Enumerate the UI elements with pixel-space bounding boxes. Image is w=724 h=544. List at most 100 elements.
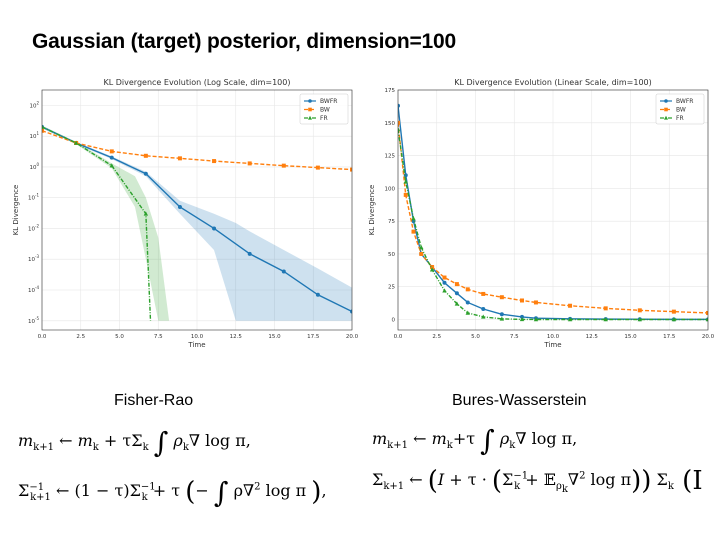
kl-log-chart: KL Divergence Evolution (Log Scale, dim=…	[8, 74, 358, 354]
data-point	[481, 314, 486, 319]
x-tick-label: 10.0	[547, 334, 560, 340]
plot-frame	[41, 89, 353, 331]
series-line-bwfr	[42, 126, 352, 313]
data-point	[411, 229, 416, 234]
x-tick-label: 20.0	[702, 334, 714, 340]
legend-marker	[308, 115, 312, 120]
legend-marker	[308, 99, 312, 103]
data-point	[454, 282, 459, 287]
y-tick-label: 125	[385, 154, 396, 160]
data-point	[533, 317, 539, 322]
data-point	[520, 314, 524, 319]
data-point	[454, 301, 460, 306]
data-point	[73, 140, 79, 145]
legend-marker	[664, 99, 668, 103]
data-point	[315, 292, 320, 297]
y-tick-label: 10-4	[28, 285, 39, 294]
legend-label: BW	[676, 107, 686, 114]
y-tick-label: 100	[385, 186, 396, 192]
data-point	[465, 310, 470, 315]
data-point	[398, 103, 400, 108]
plot-area	[398, 103, 708, 322]
data-point	[481, 307, 486, 312]
data-point	[442, 275, 447, 280]
confidence-band-bwfr	[42, 125, 352, 321]
plot-area	[42, 124, 352, 321]
legend-marker	[308, 107, 312, 112]
legend-marker	[664, 107, 668, 112]
y-tick-label: 10-1	[28, 193, 39, 202]
data-point	[637, 317, 642, 322]
y-axis-label: KL Divergence	[368, 185, 376, 236]
x-tick-label: 17.5	[663, 334, 676, 340]
data-point	[481, 291, 486, 296]
x-tick-label: 5.0	[115, 334, 124, 340]
x-tick-label: 12.5	[230, 334, 243, 340]
data-point	[109, 155, 114, 160]
bures-wasserstein-covariance-update: Σk+1 ← (I + τ · (Σ−1k + 𝔼ρk∇2 log π)) Σk…	[372, 466, 703, 496]
data-point	[442, 288, 447, 293]
data-point	[109, 163, 114, 168]
data-point	[671, 309, 676, 314]
kl-linear-chart: KL Divergence Evolution (Linear Scale, d…	[364, 74, 714, 354]
data-point	[143, 153, 148, 158]
data-point	[177, 156, 182, 161]
data-point	[42, 128, 44, 133]
legend-label: BWFR	[676, 98, 693, 105]
x-tick-label: 10.0	[191, 334, 204, 340]
data-point	[442, 280, 447, 285]
bures-wasserstein-mean-update: mk+1 ← mk+τ ∫ ρk∇ log π,	[372, 424, 578, 457]
y-tick-label: 50	[388, 252, 395, 258]
fisher-rao-covariance-update: Σ−1k+1 ← (1 − τ)Σ−1k + τ (− ∫ ρ∇2 log π …	[18, 476, 327, 509]
y-tick-label: 10-3	[28, 254, 39, 263]
data-point	[430, 265, 435, 270]
data-point	[109, 149, 114, 154]
data-point	[403, 173, 408, 178]
y-axis-label: KL Divergence	[12, 185, 20, 236]
legend-marker	[664, 115, 668, 120]
data-point	[247, 161, 252, 166]
x-tick-label: 0.0	[38, 334, 47, 340]
y-tick-label: 175	[385, 88, 396, 94]
data-point	[603, 306, 608, 311]
data-point	[419, 244, 424, 250]
data-point	[465, 300, 470, 305]
data-point	[315, 165, 320, 170]
fisher-rao-title: Fisher-Rao	[114, 392, 194, 409]
data-point	[403, 192, 408, 197]
data-point	[403, 179, 408, 184]
data-point	[212, 226, 217, 231]
legend-label: FR	[320, 115, 328, 122]
data-point	[454, 291, 459, 296]
data-point	[671, 317, 677, 322]
data-point	[603, 317, 608, 322]
data-point	[499, 295, 504, 300]
y-tick-label: 100	[29, 162, 39, 171]
data-point	[567, 317, 573, 322]
data-point	[519, 316, 525, 322]
y-tick-label: 75	[388, 219, 395, 225]
y-tick-label: 25	[388, 285, 395, 291]
data-point	[411, 216, 416, 221]
x-tick-label: 17.5	[307, 334, 320, 340]
y-tick-label: 0	[392, 318, 396, 324]
plot-frame	[397, 89, 709, 331]
legend-label: BWFR	[320, 98, 337, 105]
data-point	[499, 316, 505, 321]
data-point	[143, 211, 149, 216]
data-point	[398, 120, 400, 125]
data-point	[568, 303, 573, 308]
data-point	[706, 310, 708, 315]
x-tick-label: 2.5	[76, 334, 85, 340]
fisher-rao-mean-update: mk+1 ← mk + τΣk ∫ ρk∇ log π,	[18, 426, 251, 459]
x-tick-label: 20.0	[346, 334, 358, 340]
x-axis-label: Time	[187, 341, 205, 349]
data-point	[499, 312, 504, 317]
data-point	[247, 251, 252, 256]
series-line-bw	[398, 122, 708, 314]
x-tick-label: 15.0	[624, 334, 637, 340]
y-tick-label: 102	[29, 100, 39, 109]
legend-label: BW	[320, 107, 330, 114]
x-axis-label: Time	[543, 341, 561, 349]
x-tick-label: 7.5	[154, 334, 163, 340]
